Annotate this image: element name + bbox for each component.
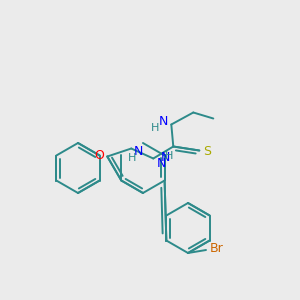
- Text: N: N: [134, 145, 143, 158]
- Text: S: S: [203, 145, 211, 158]
- Text: H: H: [165, 152, 173, 161]
- Text: N: N: [159, 115, 168, 128]
- Text: Br: Br: [210, 242, 224, 256]
- Text: H: H: [128, 154, 136, 164]
- Text: H: H: [151, 124, 160, 134]
- Text: N: N: [157, 157, 166, 170]
- Text: N: N: [161, 151, 170, 164]
- Text: O: O: [94, 149, 104, 162]
